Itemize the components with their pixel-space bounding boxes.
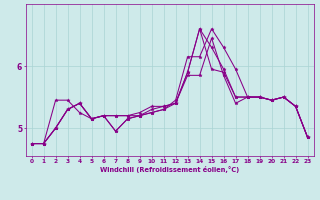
X-axis label: Windchill (Refroidissement éolien,°C): Windchill (Refroidissement éolien,°C) xyxy=(100,166,239,173)
